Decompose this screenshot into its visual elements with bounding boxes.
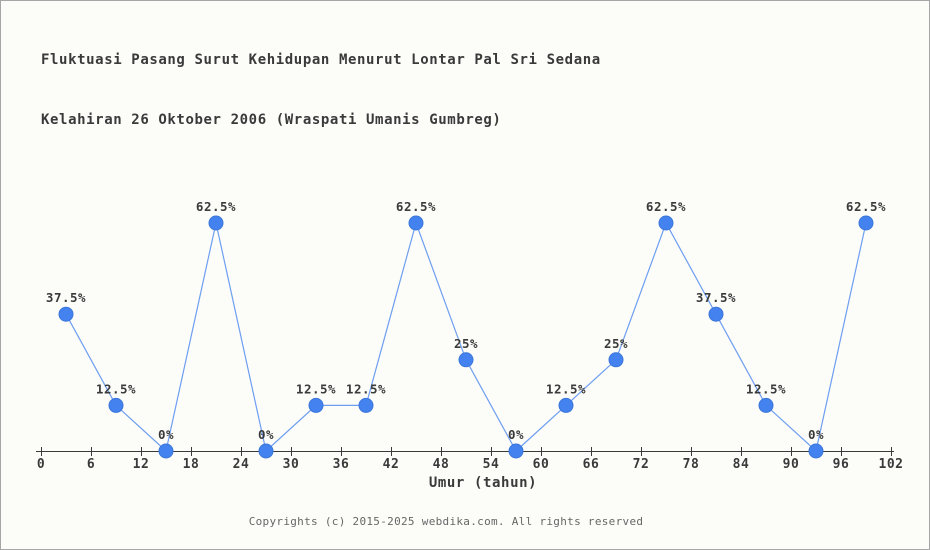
data-point-label: 37.5% xyxy=(696,290,736,305)
data-point xyxy=(558,397,574,413)
x-axis-tick-label: 96 xyxy=(833,457,850,472)
data-point xyxy=(258,443,274,459)
x-axis-tick-label: 60 xyxy=(533,457,550,472)
data-point-label: 12.5% xyxy=(96,381,136,396)
data-point xyxy=(808,443,824,459)
data-point-label: 62.5% xyxy=(846,199,886,214)
x-axis-tick-label: 90 xyxy=(783,457,800,472)
data-point-label: 0% xyxy=(258,427,274,442)
data-point-label: 62.5% xyxy=(646,199,686,214)
x-axis-tick-label: 54 xyxy=(483,457,500,472)
x-axis-tick-label: 30 xyxy=(283,457,300,472)
data-point-label: 62.5% xyxy=(396,199,436,214)
data-point xyxy=(308,397,324,413)
data-point-label: 12.5% xyxy=(746,381,786,396)
data-point-label: 0% xyxy=(808,427,824,442)
data-point xyxy=(708,306,724,322)
data-point xyxy=(508,443,524,459)
data-point-label: 37.5% xyxy=(46,290,86,305)
data-point-label: 0% xyxy=(508,427,524,442)
x-axis-tick-label: 36 xyxy=(333,457,350,472)
data-point xyxy=(858,215,874,231)
x-axis-tick-label: 18 xyxy=(183,457,200,472)
x-axis-tick-label: 66 xyxy=(583,457,600,472)
data-point-label: 25% xyxy=(604,336,628,351)
data-point-label: 12.5% xyxy=(346,381,386,396)
data-point-label: 12.5% xyxy=(546,381,586,396)
x-axis-tick-label: 78 xyxy=(683,457,700,472)
data-point xyxy=(458,352,474,368)
x-axis-tick-label: 12 xyxy=(133,457,150,472)
data-point-label: 62.5% xyxy=(196,199,236,214)
data-point xyxy=(158,443,174,459)
data-point xyxy=(108,397,124,413)
x-axis-tick-label: 84 xyxy=(733,457,750,472)
copyright-text: Copyrights (c) 2015-2025 webdika.com. Al… xyxy=(248,515,644,528)
x-axis-tick-label: 24 xyxy=(233,457,250,472)
data-point xyxy=(658,215,674,231)
x-axis-tick-label: 102 xyxy=(879,457,904,472)
chart-title: Fluktuasi Pasang Surut Kehidupan Menurut… xyxy=(41,10,601,170)
data-point xyxy=(608,352,624,368)
data-point-label: 12.5% xyxy=(296,381,336,396)
chart-title-line2: Kelahiran 26 Oktober 2006 (Wraspati Uman… xyxy=(41,112,502,128)
x-axis-tick-label: 72 xyxy=(633,457,650,472)
x-axis-tick-label: 48 xyxy=(433,457,450,472)
data-point xyxy=(758,397,774,413)
data-point xyxy=(208,215,224,231)
x-axis-tick-label: 6 xyxy=(87,457,95,472)
x-axis-tick-label: 0 xyxy=(37,457,45,472)
data-point xyxy=(408,215,424,231)
data-point-label: 25% xyxy=(454,336,478,351)
data-point-label: 0% xyxy=(158,427,174,442)
x-axis-tick-label: 42 xyxy=(383,457,400,472)
data-point xyxy=(358,397,374,413)
chart-title-line1: Fluktuasi Pasang Surut Kehidupan Menurut… xyxy=(41,52,601,68)
x-axis-title: Umur (tahun) xyxy=(428,475,538,491)
data-point xyxy=(58,306,74,322)
